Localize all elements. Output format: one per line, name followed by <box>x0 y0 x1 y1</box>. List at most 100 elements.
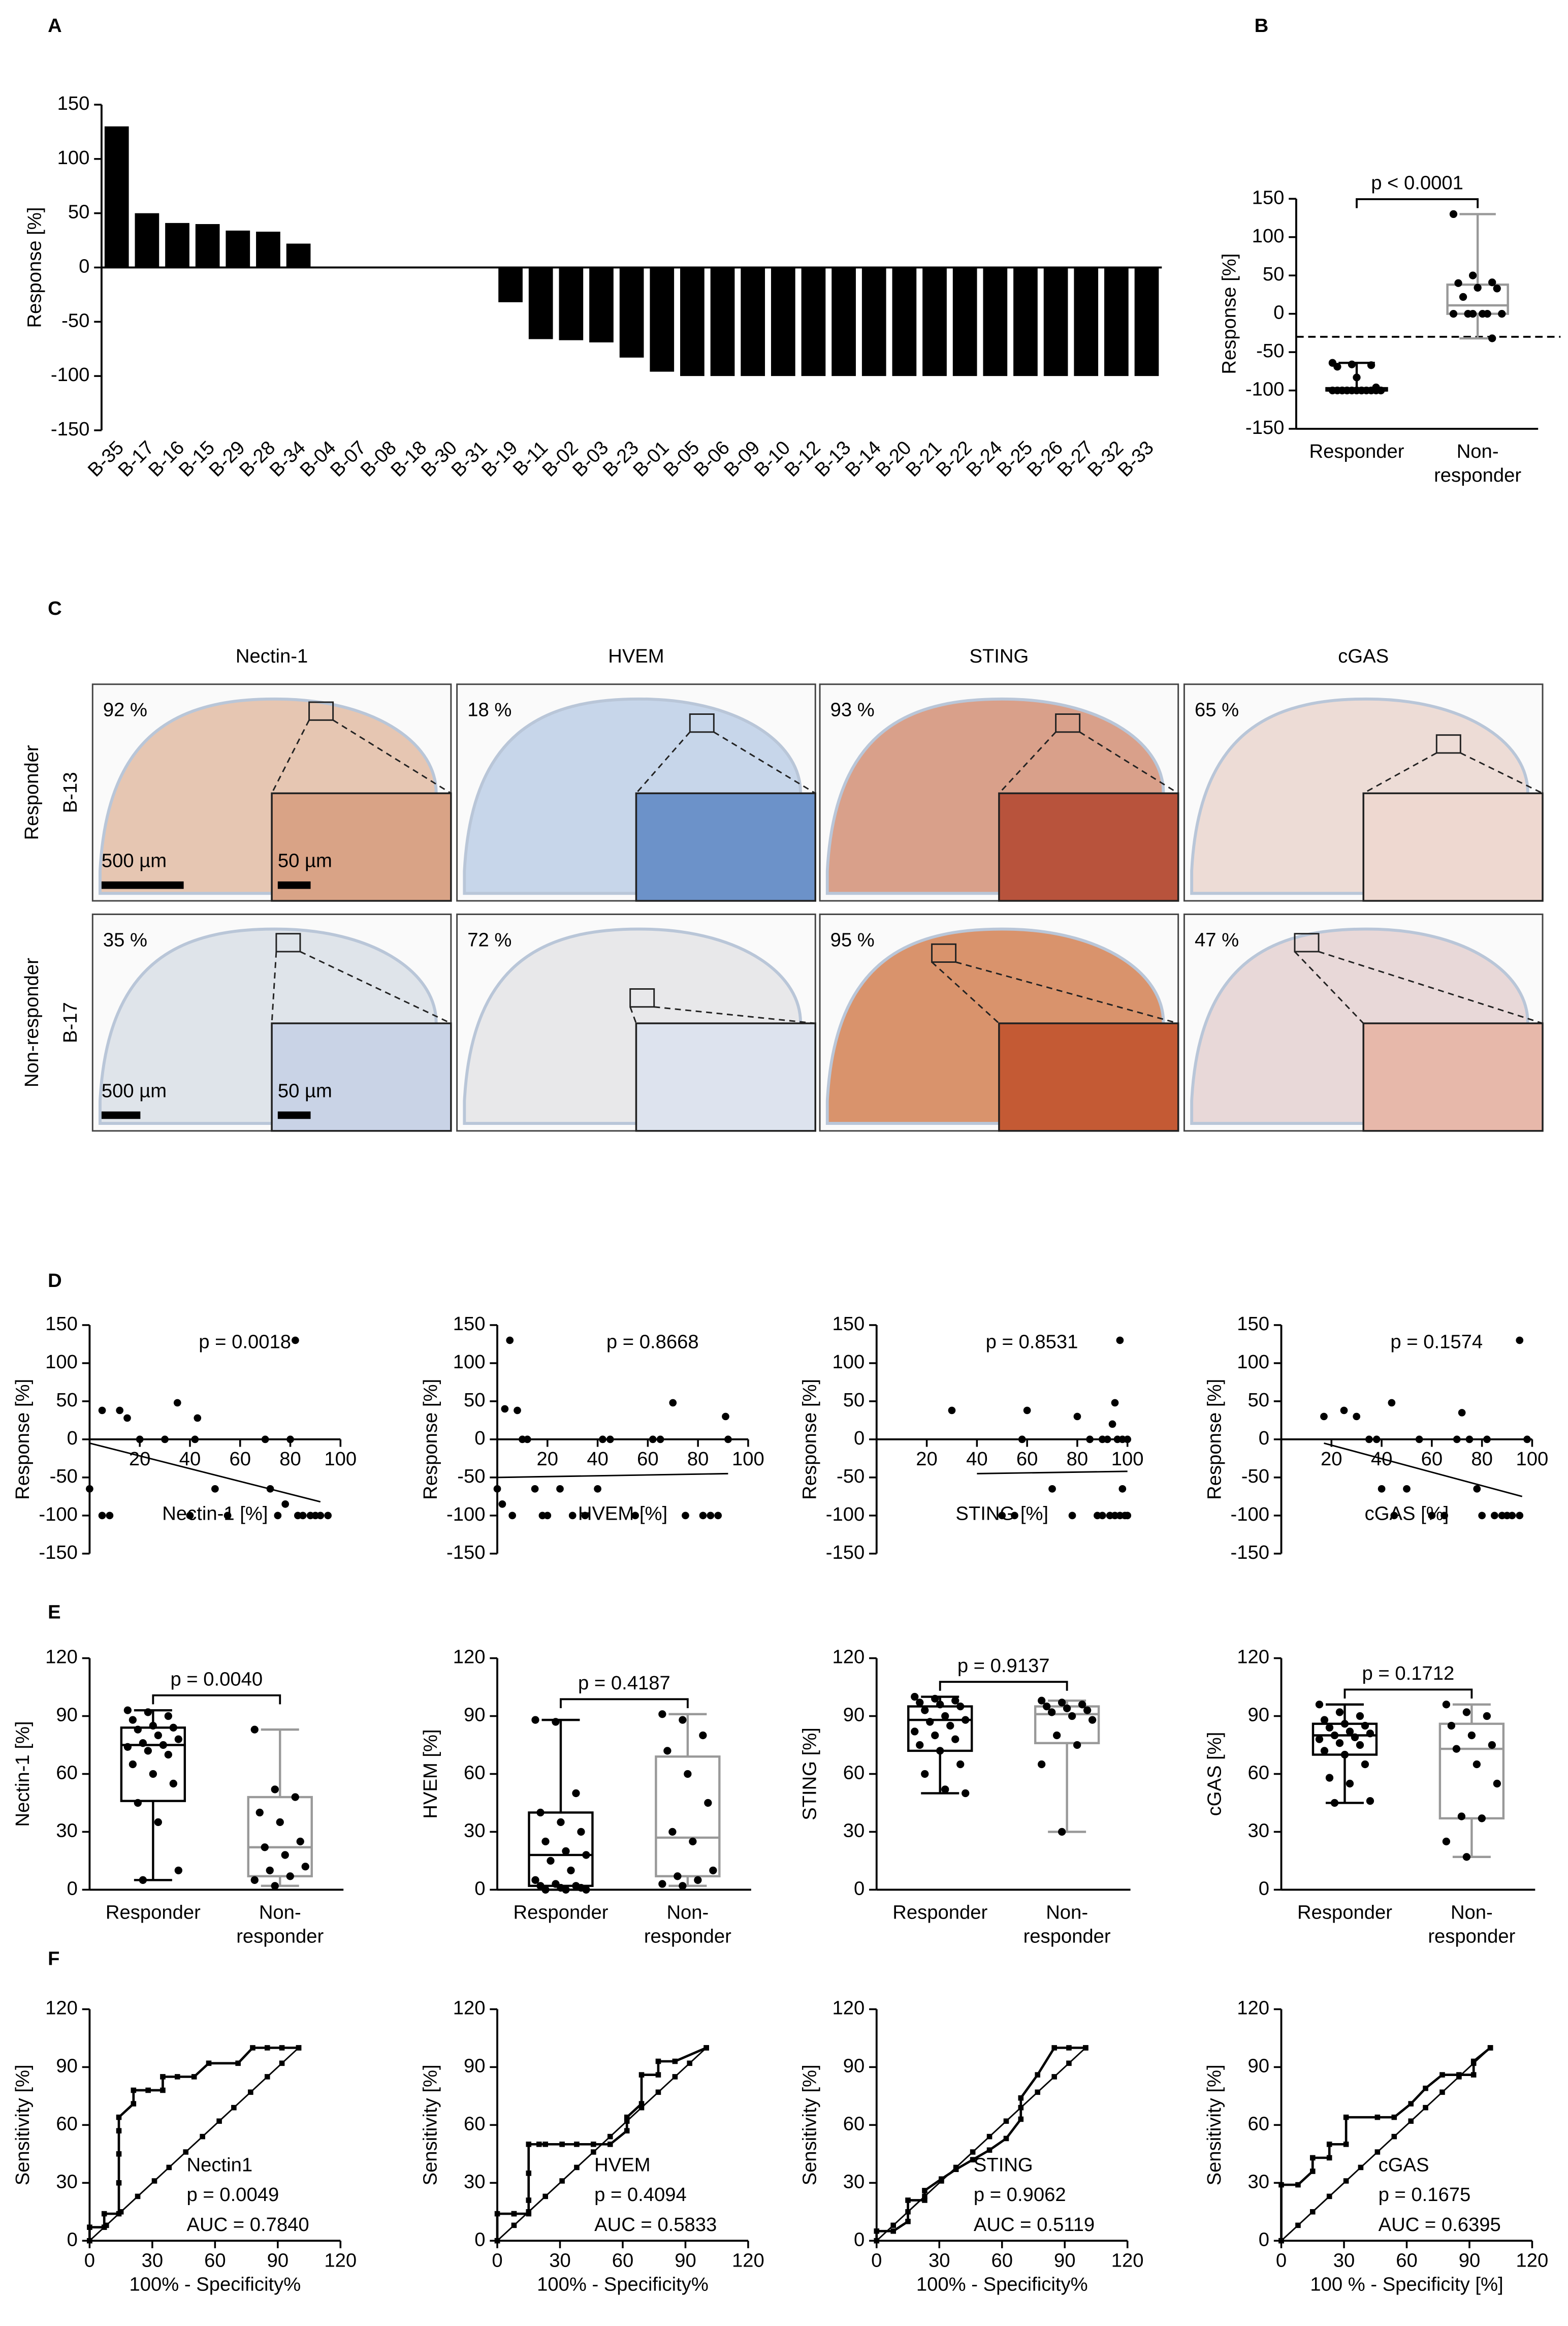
data-point <box>250 1725 259 1734</box>
data-point <box>261 1435 269 1443</box>
data-point <box>1365 1435 1373 1443</box>
roc-point <box>160 2074 166 2080</box>
y-tick-label: -50 <box>61 309 89 331</box>
data-point <box>946 1721 954 1730</box>
roc-point <box>116 2114 122 2120</box>
data-point <box>501 1405 509 1413</box>
data-point <box>1335 1739 1344 1747</box>
annotation: p = 0.0049 <box>187 2184 279 2206</box>
annotation: AUC = 0.5833 <box>594 2214 717 2236</box>
bar <box>195 224 220 268</box>
y-tick-label: 100 <box>832 1351 865 1373</box>
percent-label: 92 % <box>103 699 147 721</box>
data-point <box>606 1435 614 1443</box>
data-point <box>911 1727 919 1736</box>
data-point <box>1356 1712 1364 1720</box>
data-point <box>1320 1716 1329 1724</box>
data-point <box>694 1876 702 1884</box>
inset <box>1362 792 1544 902</box>
roc-line <box>1281 2047 1491 2242</box>
x-tick-label: 100 <box>732 1448 764 1470</box>
roc-point <box>1343 2178 1349 2184</box>
data-point <box>1390 1512 1398 1520</box>
data-point <box>1452 1745 1461 1753</box>
y-tick-label: 60 <box>843 2113 865 2134</box>
data-point <box>1442 1837 1451 1846</box>
y-tick-label: 0 <box>854 1877 865 1899</box>
data-point <box>684 1770 692 1778</box>
roc-point <box>607 2133 613 2140</box>
data-point <box>707 1512 715 1520</box>
data-point <box>1340 1720 1349 1728</box>
bar <box>892 267 917 376</box>
data-point <box>689 1837 697 1846</box>
data-point <box>116 1406 124 1415</box>
data-point <box>134 1799 142 1807</box>
roc-point <box>922 2197 927 2203</box>
roc-point <box>231 2104 237 2111</box>
data-point <box>301 1863 309 1871</box>
y-tick-label: 60 <box>1247 2113 1269 2134</box>
y-axis-label: HVEM [%] <box>420 1729 441 1818</box>
data-point <box>1073 1741 1081 1749</box>
y-tick-label: -150 <box>1245 417 1284 438</box>
y-tick-label: 120 <box>1237 1646 1269 1668</box>
scale-bar <box>277 1111 311 1119</box>
zoom-box <box>931 943 957 963</box>
data-point <box>577 1828 585 1836</box>
y-axis-label: STING [%] <box>799 1727 821 1820</box>
roc-point <box>574 2142 580 2147</box>
data-point <box>699 1512 707 1520</box>
bar <box>680 267 705 376</box>
data-point <box>724 1435 732 1443</box>
x-axis-label: 100 % - Specificity [%] <box>1310 2274 1503 2296</box>
data-point <box>1478 1814 1486 1822</box>
data-point <box>704 1799 712 1807</box>
percent-label: 95 % <box>830 929 875 951</box>
data-point <box>916 1741 924 1749</box>
roc-point <box>1326 2155 1332 2161</box>
roc-point <box>939 2178 944 2184</box>
percent-label: 47 % <box>1195 929 1239 951</box>
data-point <box>631 1512 639 1520</box>
x-tick-label: 60 <box>229 1448 251 1470</box>
roc-point <box>1358 2164 1364 2171</box>
y-axis-label: Sensitivity [%] <box>420 2064 441 2185</box>
y-tick-label: -150 <box>446 1542 486 1563</box>
data-point <box>299 1512 307 1520</box>
data-point <box>1043 1702 1051 1711</box>
roc-point <box>672 2074 678 2080</box>
data-point <box>136 1435 144 1443</box>
data-point <box>296 1837 304 1846</box>
data-point <box>1340 1750 1349 1759</box>
roc-point <box>1456 2074 1462 2080</box>
data-point <box>557 1818 565 1827</box>
data-point <box>1493 285 1501 293</box>
data-point <box>514 1406 521 1415</box>
x-tick-label: Non-responder <box>1023 1901 1111 1947</box>
y-tick-label: 50 <box>56 1389 78 1411</box>
data-point <box>582 1851 590 1859</box>
y-tick-label: -100 <box>446 1503 486 1525</box>
roc-point <box>1066 2045 1072 2051</box>
roc-point <box>116 2151 122 2157</box>
y-tick-label: 60 <box>56 1762 78 1784</box>
data-point <box>1068 1712 1076 1720</box>
y-axis-label: Nectin-1 [%] <box>12 1721 34 1827</box>
x-tick-label: 20 <box>916 1448 938 1470</box>
data-point <box>1403 1485 1411 1493</box>
data-point <box>508 1512 517 1520</box>
data-point <box>1388 1399 1396 1407</box>
label-line: Non- <box>1046 1901 1088 1923</box>
data-point <box>1346 1727 1354 1736</box>
data-point <box>1116 1336 1124 1344</box>
data-point <box>129 1716 137 1724</box>
x-tick-label: Non-responder <box>1434 441 1521 486</box>
data-point <box>139 1739 147 1747</box>
data-point <box>1459 293 1467 301</box>
data-point <box>962 1789 970 1798</box>
roc-point <box>87 2224 92 2230</box>
roc-point <box>1391 2114 1397 2120</box>
y-tick-label: 60 <box>1247 1762 1269 1784</box>
data-point <box>194 1414 202 1422</box>
